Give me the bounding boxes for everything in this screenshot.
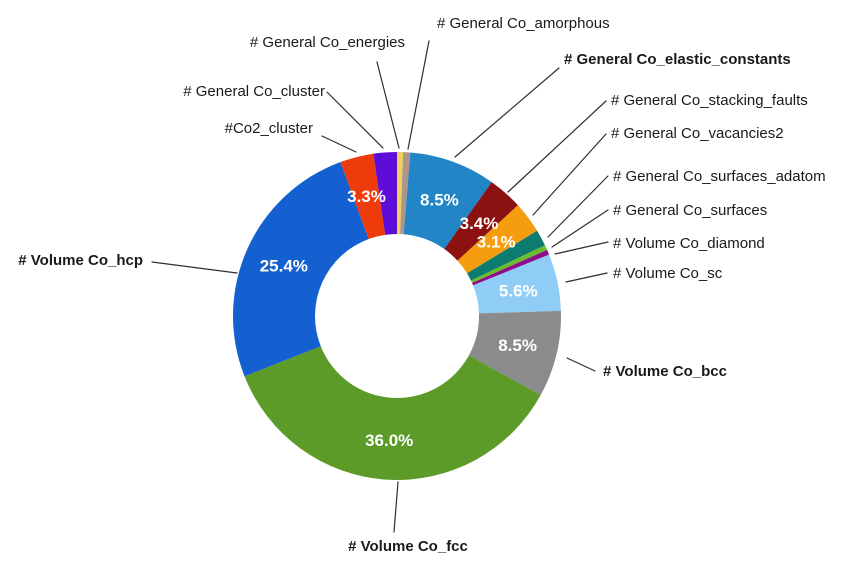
pie-slice-general-co-energies: [397, 152, 404, 235]
slice-labels: # General Co_energies # General Co_amorph…: [18, 15, 825, 555]
slice-label-volume-co-sc: # Volume Co_sc: [613, 265, 723, 282]
leader-line-general-co-vacancies2: [532, 133, 607, 216]
pie-slice-volume-co-bcc: [468, 310, 562, 396]
leader-lines: [151, 40, 609, 533]
slice-label-volume-co-diamond: # Volume Co_diamond: [613, 235, 765, 252]
pct-label-general-co-vacancies2: 3.1%: [477, 232, 516, 251]
pct-label-volume-co-bcc: 8.5%: [498, 336, 537, 355]
leader-line-general-co-surfaces: [551, 209, 609, 248]
pie-slice-general-co-elastic-constants: [403, 152, 492, 250]
pie-slice-general-co-surfaces-adatom: [467, 230, 545, 281]
slice-label-general-co-vacancies2: # General Co_vacancies2: [611, 125, 784, 142]
leader-line-co2-cluster: [321, 135, 357, 153]
leader-line-general-co-energies: [376, 61, 400, 149]
pct-label-general-co-elastic-constants: 8.5%: [420, 190, 459, 209]
slice-label-volume-co-fcc: # Volume Co_fcc: [348, 538, 468, 555]
pie-slices: [233, 152, 562, 480]
pct-label-general-co-stacking-faults: 3.4%: [460, 214, 499, 233]
pie-slice-general-co-cluster: [373, 152, 397, 235]
pie-slice-general-co-vacancies2: [457, 205, 538, 274]
slice-label-general-co-energies: # General Co_energies: [250, 34, 405, 51]
pie-slice-volume-co-sc: [473, 254, 561, 314]
leader-line-volume-co-fcc: [393, 481, 399, 533]
pct-label-volume-co-sc: 5.6%: [499, 281, 538, 300]
pie-slice-volume-co-diamond: [472, 249, 550, 286]
slice-label-general-co-stacking-faults: # General Co_stacking_faults: [611, 92, 808, 109]
percent-labels: 8.5%3.4%3.1%5.6%8.5%36.0%25.4%3.3%: [260, 187, 538, 450]
slice-label-general-co-surfaces: # General Co_surfaces: [613, 202, 767, 219]
leader-line-general-co-amorphous: [407, 40, 430, 150]
slice-label-general-co-surfaces-adatom: # General Co_surfaces_adatom: [613, 168, 826, 185]
pie-slice-volume-co-hcp: [233, 162, 369, 377]
leader-line-volume-co-sc: [565, 272, 608, 283]
leader-line-general-co-stacking-faults: [507, 100, 607, 193]
pie-slice-general-co-surfaces: [470, 245, 548, 283]
slice-label-general-co-amorphous: # General Co_amorphous: [437, 15, 610, 32]
slice-label-general-co-cluster: # General Co_cluster: [183, 83, 325, 100]
leader-line-volume-co-hcp: [151, 261, 238, 274]
pie-slice-general-co-amorphous: [400, 152, 411, 235]
pct-label-co2-cluster: 3.3%: [347, 187, 386, 206]
slice-label-general-co-elastic-constants: # General Co_elastic_constants: [564, 51, 791, 68]
pie-slice-volume-co-fcc: [244, 346, 541, 480]
pie-slice-co2-cluster: [340, 153, 386, 240]
pie-slice-general-co-stacking-faults: [444, 182, 518, 261]
pct-label-volume-co-fcc: 36.0%: [365, 431, 413, 450]
leader-line-general-co-elastic-constants: [454, 67, 560, 158]
leader-line-volume-co-bcc: [566, 357, 596, 372]
leader-line-volume-co-diamond: [554, 241, 609, 255]
leader-line-general-co-surfaces-adatom: [547, 175, 609, 238]
leader-line-general-co-cluster: [326, 91, 384, 149]
slice-label-volume-co-hcp: # Volume Co_hcp: [18, 252, 143, 269]
slice-label-volume-co-bcc: # Volume Co_bcc: [603, 363, 727, 380]
slice-label-co2-cluster: #Co2_cluster: [225, 120, 313, 137]
pct-label-volume-co-hcp: 25.4%: [260, 256, 308, 275]
